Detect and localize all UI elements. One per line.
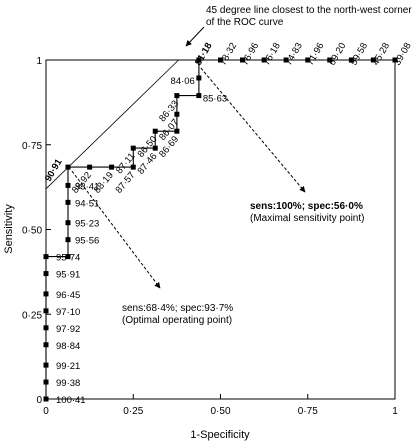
arrow-45-line [185,26,205,47]
annotation-line45-line: 45 degree line closest to the north-west… [206,5,412,16]
point-label: 100·41 [56,395,86,406]
data-point [65,254,71,260]
x-axis-title: 1-Specificity [190,429,250,441]
point-label: 87·57 [113,170,137,196]
y-axis-title: Sensitivity [3,204,15,254]
data-point [174,111,180,117]
point-label: 78·32 [218,41,240,68]
y-tick-label: 0 [36,395,42,406]
point-label: 88·19 [92,170,116,196]
data-point [65,199,71,205]
point-label: 74·83 [283,41,305,68]
data-point [196,57,202,63]
annotation-maxsens-line: sens:100%; spec:56·0% [250,201,363,212]
point-label: 59·58 [348,41,370,68]
point-label: 81·18 [193,41,215,68]
data-point [218,57,223,63]
y-tick-label: 0·25 [22,310,42,321]
point-label: 95·23 [75,219,99,230]
point-label: 95·91 [56,270,80,281]
x-tick-label: 0·75 [298,406,318,417]
data-point [65,220,71,226]
point-label: 94·51 [75,198,99,209]
data-point [305,57,311,63]
point-label: 96·45 [56,290,80,301]
annotation-optimal-line: (Optimal operating point) [122,315,232,326]
roc-curve [45,59,395,399]
point-label: 98·84 [56,341,80,352]
point-label: 45·28 [370,41,392,68]
data-point [43,362,49,368]
point-label: 95·74 [56,253,80,264]
data-point [152,128,158,134]
annotations: 45 degree line closest to the north-west… [122,5,412,326]
data-point [43,379,49,385]
y-tick-label: 1 [36,56,42,67]
x-tick-label: 0 [43,406,49,417]
point-label: 71·96 [305,41,327,68]
data-point [348,57,354,63]
point-label: 99·38 [56,378,80,389]
point-label: 93·41 [75,181,99,192]
data-point [43,308,49,314]
annotation-line45-line: of the ROC curve [206,17,284,28]
point-label: 39·08 [392,41,414,68]
data-point [43,342,49,348]
annotation-optimal-line: sens:68·4%; spec:93·7% [122,303,233,314]
data-point [43,291,49,297]
data-point [65,164,71,170]
axis-ticks: 0 0·25 0·50 0·75 1 0 0·25 0·50 0·75 1 [22,56,398,417]
point-label: 85·63 [203,94,227,105]
x-tick-label: 1 [392,406,398,417]
data-point [327,57,333,63]
data-point [283,57,289,63]
data-point [109,164,115,170]
point-label: 84·06 [171,76,195,87]
point-label: 69·20 [327,41,349,68]
point-label: 97·92 [56,324,80,335]
point-label: 99·21 [56,361,80,372]
annotation-maxsens-line: (Maximal sensitivity point) [250,213,364,224]
y-tick-label: 0·50 [22,226,42,237]
arrow-maxsens [200,67,306,193]
point-label: 87·11 [114,151,138,176]
data-point [43,396,49,402]
x-tick-label: 0·50 [210,406,230,417]
x-tick-label: 0·25 [123,406,143,417]
data-point [43,271,49,277]
data-point [174,128,180,134]
data-point [130,164,136,170]
data-point [392,57,398,63]
data-point [239,57,245,63]
data-point [261,57,267,63]
data-point [43,325,49,331]
data-point [196,75,202,81]
data-point [43,254,49,260]
roc-markers [43,57,398,402]
annotation-arrows [71,26,306,289]
point-label: 76·18 [261,41,283,68]
data-point [370,57,376,63]
point-label: 76·96 [240,41,262,68]
arrow-optimal [71,170,161,289]
roc-line [45,59,395,399]
data-point [196,93,202,99]
y-tick-label: 0·75 [22,141,42,152]
data-point [65,182,71,188]
point-label: 95·56 [75,236,99,247]
data-point [65,237,71,243]
data-point [152,145,158,151]
data-point [174,93,180,99]
data-point [87,164,93,170]
data-point [130,145,136,151]
point-label: 97·10 [56,307,80,318]
